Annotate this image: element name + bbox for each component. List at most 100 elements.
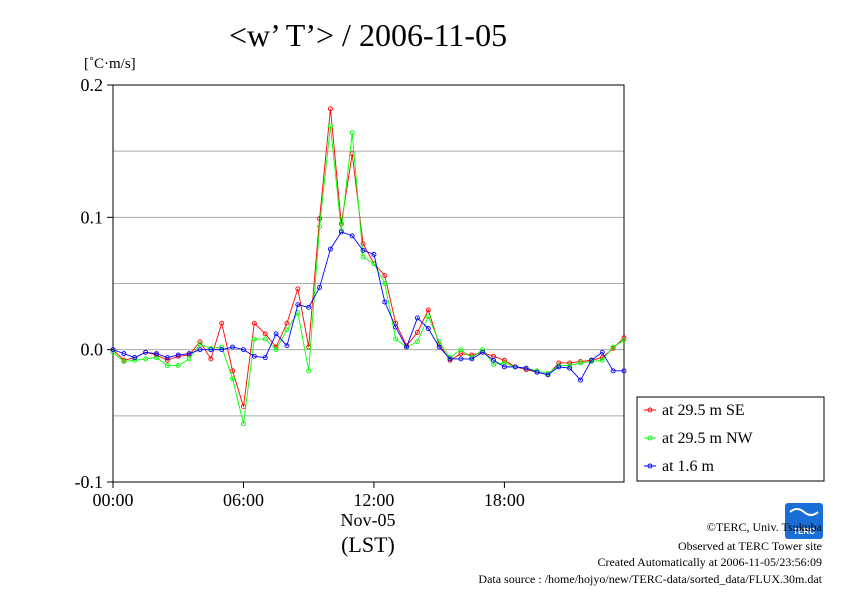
series-3-point	[404, 344, 410, 350]
series-3-point	[306, 304, 312, 310]
series-2-point	[317, 224, 323, 230]
series-3-point	[284, 343, 290, 349]
series-2-point	[436, 339, 442, 345]
series-3-point	[578, 377, 583, 383]
series-3-point	[154, 351, 159, 357]
series-2-point	[121, 359, 127, 365]
series-1-point	[567, 360, 573, 366]
y-tick-label: 0.0	[81, 340, 104, 360]
series-3-point	[317, 285, 323, 290]
y-tick-label: 0.2	[81, 75, 104, 95]
series-3-point	[501, 364, 507, 370]
series-1-point	[197, 339, 203, 345]
series-3-point	[414, 315, 420, 321]
series-3-point	[621, 368, 627, 374]
series-1-point	[251, 320, 257, 326]
series-1-point	[327, 106, 333, 112]
series-3-point	[610, 368, 616, 374]
series-2-point	[425, 314, 431, 320]
legend-marker	[647, 463, 653, 469]
x-tick-label: 18:00	[484, 490, 525, 510]
series-3-point	[186, 351, 192, 357]
series-1-point	[425, 307, 431, 313]
series-1-point	[295, 286, 301, 292]
credit-observed: Observed at TERC Tower site	[678, 539, 822, 553]
series-1-point	[208, 356, 214, 362]
y-tick-label: 0.1	[81, 207, 104, 227]
series-3-point	[458, 356, 464, 362]
series-3-point	[588, 357, 594, 363]
series-2-point	[132, 357, 138, 363]
series-3-point	[480, 349, 486, 355]
series-2-point	[284, 327, 290, 333]
series-2-point	[143, 356, 149, 362]
series-3-point	[241, 347, 246, 353]
series-3-point	[469, 356, 475, 362]
series-1-point	[262, 331, 268, 337]
x-tick-label: 00:00	[92, 490, 133, 510]
series-3-point	[338, 229, 344, 235]
series-2-point	[458, 347, 464, 353]
series-3-point	[599, 349, 605, 355]
series-3	[110, 229, 627, 383]
series-2-point	[578, 360, 583, 366]
series-1-point	[382, 273, 388, 279]
legend-label: at 29.5 m SE	[662, 402, 745, 419]
series-3-point	[382, 299, 388, 305]
series-2-point	[262, 336, 268, 342]
series-3-point	[208, 347, 214, 353]
legend-marker	[647, 407, 653, 413]
x-tick-label: 06:00	[223, 490, 264, 510]
series-2-point	[360, 254, 366, 260]
series-2-point	[382, 281, 388, 286]
series-3-point	[175, 352, 181, 358]
series-2-point	[251, 336, 257, 342]
series-1-line	[112, 108, 625, 407]
series-3-point	[545, 372, 551, 378]
x-axis-ticks: 00:00 06:00 12:00 18:00	[92, 482, 525, 510]
series-1-point	[164, 357, 170, 363]
series-1-point	[414, 330, 420, 335]
y-axis-ticks: 0.2 0.1 0.0 -0.1	[75, 75, 113, 492]
series-3-point	[523, 365, 529, 371]
series-3-point	[327, 246, 333, 252]
series-2-point	[110, 349, 116, 355]
series-3-point	[491, 357, 496, 363]
series-3-point	[230, 344, 236, 350]
series-2-point	[186, 356, 192, 362]
series-1-point	[230, 368, 236, 374]
credit-created: Created Automatically at 2006-11-05/23:5…	[597, 555, 822, 569]
chart-title: <w’ T’> / 2006-11-05	[229, 17, 507, 53]
series-3-point	[251, 353, 257, 359]
series-3-point	[143, 349, 149, 355]
series-3-point	[273, 331, 279, 337]
logo-wave	[789, 508, 819, 516]
y-tick-label: -0.1	[75, 472, 104, 492]
grid-lines	[113, 150, 624, 417]
x-tick-label: 12:00	[353, 490, 394, 510]
series-1	[110, 106, 627, 410]
series-2-point	[621, 337, 627, 343]
series-3-point	[393, 324, 399, 330]
logo-text: TERC	[793, 527, 815, 536]
series-3-point	[436, 344, 442, 350]
series-2-point	[327, 123, 333, 129]
series-2-point	[230, 376, 236, 382]
series-2-point	[567, 363, 573, 368]
series-2-point	[610, 344, 616, 350]
series-3-point	[534, 369, 540, 375]
series-2-point	[480, 347, 486, 353]
x-axis-date: Nov-05	[341, 510, 396, 530]
x-axis-label: (LST)	[341, 532, 395, 557]
series-2	[110, 123, 627, 427]
legend-label: at 1.6 m	[662, 458, 715, 475]
series-2-point	[414, 339, 420, 345]
plot-frame	[112, 84, 625, 483]
series-3-point	[567, 365, 573, 371]
legend-box	[636, 396, 825, 482]
series-3-point	[512, 364, 518, 370]
series-1-point	[219, 320, 225, 326]
y-axis-unit: [˚C·m/s]	[84, 56, 136, 72]
series-2-point	[273, 347, 279, 353]
